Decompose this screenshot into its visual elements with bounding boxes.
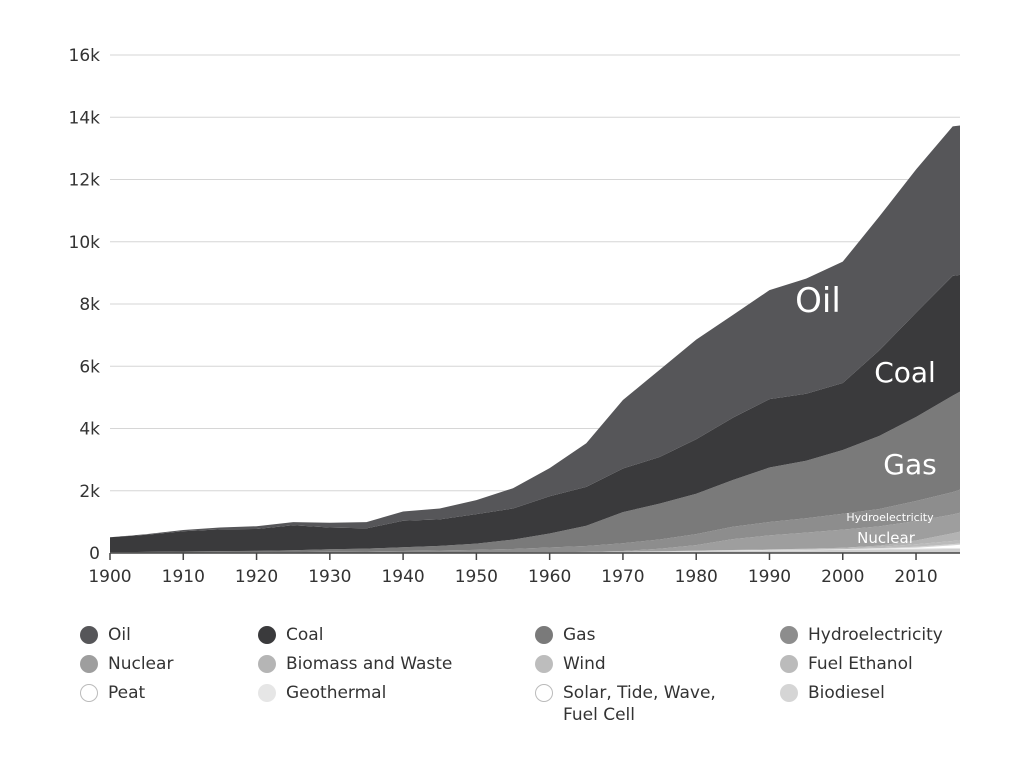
- area-hydroelectricity: [110, 489, 960, 553]
- legend-swatch: [80, 684, 98, 702]
- legend-swatch: [258, 684, 276, 702]
- legend-item-nuclear: Nuclear: [80, 653, 173, 675]
- legend-swatch: [535, 626, 553, 644]
- area-biomass-and-waste: [110, 548, 960, 553]
- legend-item-coal: Coal: [258, 624, 323, 646]
- area-labels: Oil Coal Gas Hydroelectricity Nuclear: [795, 281, 937, 547]
- x-tick-label: 2010: [894, 567, 937, 587]
- legend-swatch: [780, 626, 798, 644]
- y-tick-label: 0: [89, 544, 100, 564]
- area-label-gas: Gas: [883, 448, 936, 481]
- legend-label: Nuclear: [108, 654, 174, 674]
- area-label-nuclear: Nuclear: [857, 529, 916, 547]
- legend-label: Coal: [286, 625, 324, 645]
- legend-label: Fuel Ethanol: [808, 654, 913, 674]
- x-tick-label: 1920: [235, 567, 278, 587]
- legend-swatch: [258, 626, 276, 644]
- y-tick-label: 12k: [69, 171, 101, 191]
- legend-label: Peat: [108, 683, 146, 703]
- x-tick-label: 1910: [162, 567, 205, 587]
- legend-label: Geothermal: [286, 683, 387, 703]
- legend-swatch: [258, 655, 276, 673]
- legend-label: Solar, Tide, Wave, Fuel Cell: [563, 683, 716, 725]
- y-tick-label: 10k: [69, 233, 101, 253]
- x-axis: 1900 1910 1920 1930 1940 1950 1960 1970 1980 1990…: [88, 552, 960, 587]
- legend-swatch: [80, 626, 98, 644]
- y-tick-label: 4k: [79, 420, 100, 440]
- legend-label: Biodiesel: [808, 683, 885, 703]
- x-tick-label: 2000: [821, 567, 864, 587]
- area-gas: [110, 391, 960, 553]
- area-label-hydroelectricity: Hydroelectricity: [846, 511, 934, 524]
- gridlines: [110, 54, 960, 554]
- y-tick-label: 14k: [69, 108, 101, 128]
- legend-swatch: [535, 655, 553, 673]
- legend-swatch: [80, 655, 98, 673]
- x-tick-label: 1980: [675, 567, 718, 587]
- legend-item-oil: Oil: [80, 624, 131, 646]
- legend-item-fuel-ethanol: Fuel Ethanol: [780, 653, 913, 675]
- area-oil: [110, 125, 960, 538]
- area-coal: [110, 274, 960, 553]
- x-tick-label: 1930: [308, 567, 351, 587]
- legend-item-gas: Gas: [535, 624, 595, 646]
- y-tick-label: 2k: [79, 482, 100, 502]
- area-fuel-ethanol: [110, 540, 960, 553]
- y-tick-label: 6k: [79, 357, 100, 377]
- y-tick-label: 8k: [79, 295, 100, 315]
- area-label-oil: Oil: [795, 281, 841, 321]
- area-nuclear: [110, 512, 960, 553]
- legend-label: Gas: [563, 625, 596, 645]
- x-tick-label: 1940: [381, 567, 424, 587]
- legend-item-peat: Peat: [80, 682, 145, 704]
- x-tick-label: 1990: [748, 567, 791, 587]
- area-label-coal: Coal: [874, 356, 936, 389]
- x-tick-label: 1970: [601, 567, 644, 587]
- legend-swatch: [535, 684, 553, 702]
- x-tick-label: 1950: [455, 567, 498, 587]
- legend-item-wind: Wind: [535, 653, 606, 675]
- legend-label: Hydroelectricity: [808, 625, 943, 645]
- legend-item-solar-tide-wave-fuel-cell: Solar, Tide, Wave, Fuel Cell: [535, 682, 716, 726]
- legend-item-biomass-and-waste: Biomass and Waste: [258, 653, 452, 675]
- y-tick-label: 16k: [69, 46, 101, 66]
- x-tick-label: 1960: [528, 567, 571, 587]
- area-series: [110, 125, 960, 553]
- legend-label: Wind: [563, 654, 606, 674]
- legend-item-biodiesel: Biodiesel: [780, 682, 885, 704]
- legend-swatch: [780, 655, 798, 673]
- legend-label: Biomass and Waste: [286, 654, 453, 674]
- legend-label: Oil: [108, 625, 131, 645]
- legend-item-geothermal: Geothermal: [258, 682, 386, 704]
- y-axis: 0 2k 4k 6k 8k 10k 12k 14k 16k: [69, 46, 101, 564]
- legend-swatch: [780, 684, 798, 702]
- legend-item-hydroelectricity: Hydroelectricity: [780, 624, 943, 646]
- x-tick-label: 1900: [88, 567, 131, 587]
